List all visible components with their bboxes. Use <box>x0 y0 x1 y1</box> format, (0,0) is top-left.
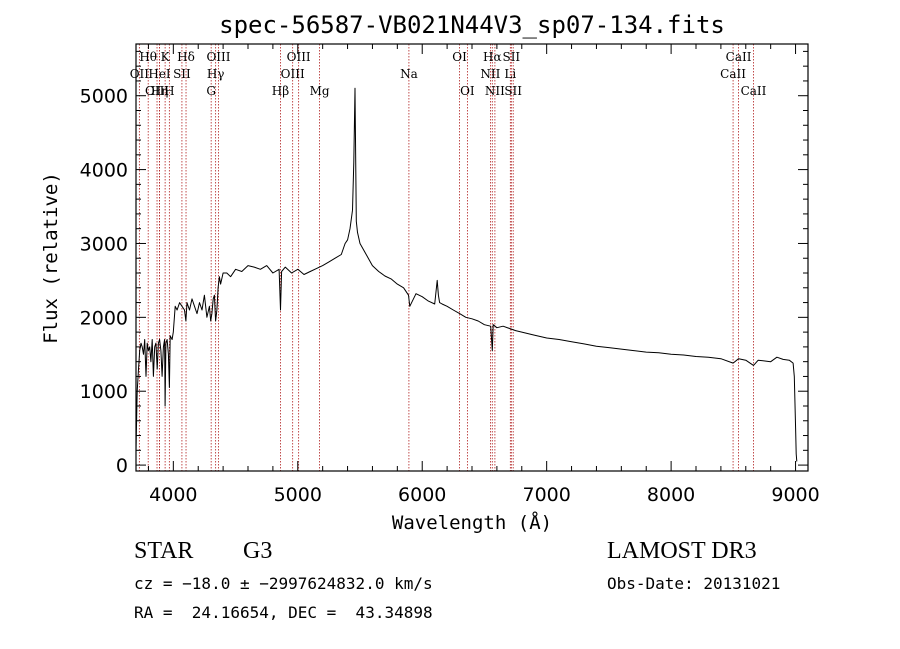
spectral-line-label: OIII <box>145 84 169 98</box>
spectral-line-label: OIII <box>281 67 305 81</box>
object-class: STAR <box>134 538 194 564</box>
spectral-line-label: K <box>161 50 171 64</box>
plot-frame <box>135 43 809 472</box>
spectral-line-label: CaII <box>720 67 746 81</box>
spectral-line-label: Na <box>400 67 418 81</box>
obs-date: Obs-Date: 20131021 <box>607 574 781 593</box>
ticks-layer: 4000 5000 6000 7000 8000 9000 0 1000 2000 3000 400… <box>80 44 820 506</box>
spectral-line-label: HeI <box>148 67 171 81</box>
spectral-line-label: SII <box>504 84 522 98</box>
x-axis-label: Wavelength (Å) <box>392 511 552 534</box>
y-axis-label: Flux (relative) <box>40 172 62 344</box>
spectral-line-label: Hβ <box>272 84 289 98</box>
spectral-line-label: Hθ <box>139 50 157 64</box>
coordinates: RA = 24.16654, DEC = 43.34898 <box>134 603 433 622</box>
series-layer <box>135 87 798 462</box>
spectral-line-label: Hη <box>151 84 169 98</box>
survey-name: LAMOST DR3 <box>607 538 757 564</box>
object-subclass: G3 <box>243 538 273 564</box>
y-tick-label: 2000 <box>80 307 128 329</box>
spectral-line-label: SII <box>502 50 520 64</box>
spectral-line-label: G <box>206 84 216 98</box>
redshift-line: cz = −18.0 ± −2997624832.0 km/s <box>134 574 433 593</box>
x-tick-label: 9000 <box>771 484 819 506</box>
spectral-line-label: H <box>164 84 174 98</box>
spectral-line-label: Hδ <box>177 50 195 64</box>
y-tick-label: 0 <box>116 455 128 477</box>
spectral-line-label: CaII <box>726 50 752 64</box>
spectral-line-label: Mg <box>310 84 330 98</box>
chart-title: spec-56587-VB021N44V3_sp07-134.fits <box>219 11 725 39</box>
x-tick-label: 4000 <box>149 484 197 506</box>
spectral-line-label: OII <box>130 67 150 81</box>
spectral-line-label: OIII <box>287 50 311 64</box>
spectral-line-label: NII <box>485 84 505 98</box>
spectral-line-label: SII <box>173 67 191 81</box>
spectral-lines-layer <box>138 44 754 471</box>
spectral-line-label: Hγ <box>207 67 225 81</box>
flux-series-line <box>135 87 798 462</box>
spectral-line-label: Hα <box>483 50 502 64</box>
x-tick-label: 8000 <box>647 484 695 506</box>
spectral-line-label: OIII <box>206 50 230 64</box>
line-labels-layer: Hθ OII OIII HeI Hη K H SII Hδ G OIII Hγ Hβ OIII OIII Mg… <box>130 50 767 98</box>
y-tick-label: 3000 <box>80 233 128 255</box>
spectral-line-label: OI <box>452 50 467 64</box>
y-tick-label: 5000 <box>80 86 128 108</box>
spectral-line-label: Li <box>504 67 516 81</box>
x-tick-label: 7000 <box>522 484 570 506</box>
y-tick-label: 1000 <box>80 381 128 403</box>
x-tick-label: 6000 <box>398 484 446 506</box>
spectral-line-label: CaII <box>741 84 767 98</box>
spectral-line-label: OI <box>460 84 475 98</box>
y-tick-label: 4000 <box>80 160 128 182</box>
spectral-line-label: NII <box>480 67 500 81</box>
x-tick-label: 5000 <box>274 484 322 506</box>
